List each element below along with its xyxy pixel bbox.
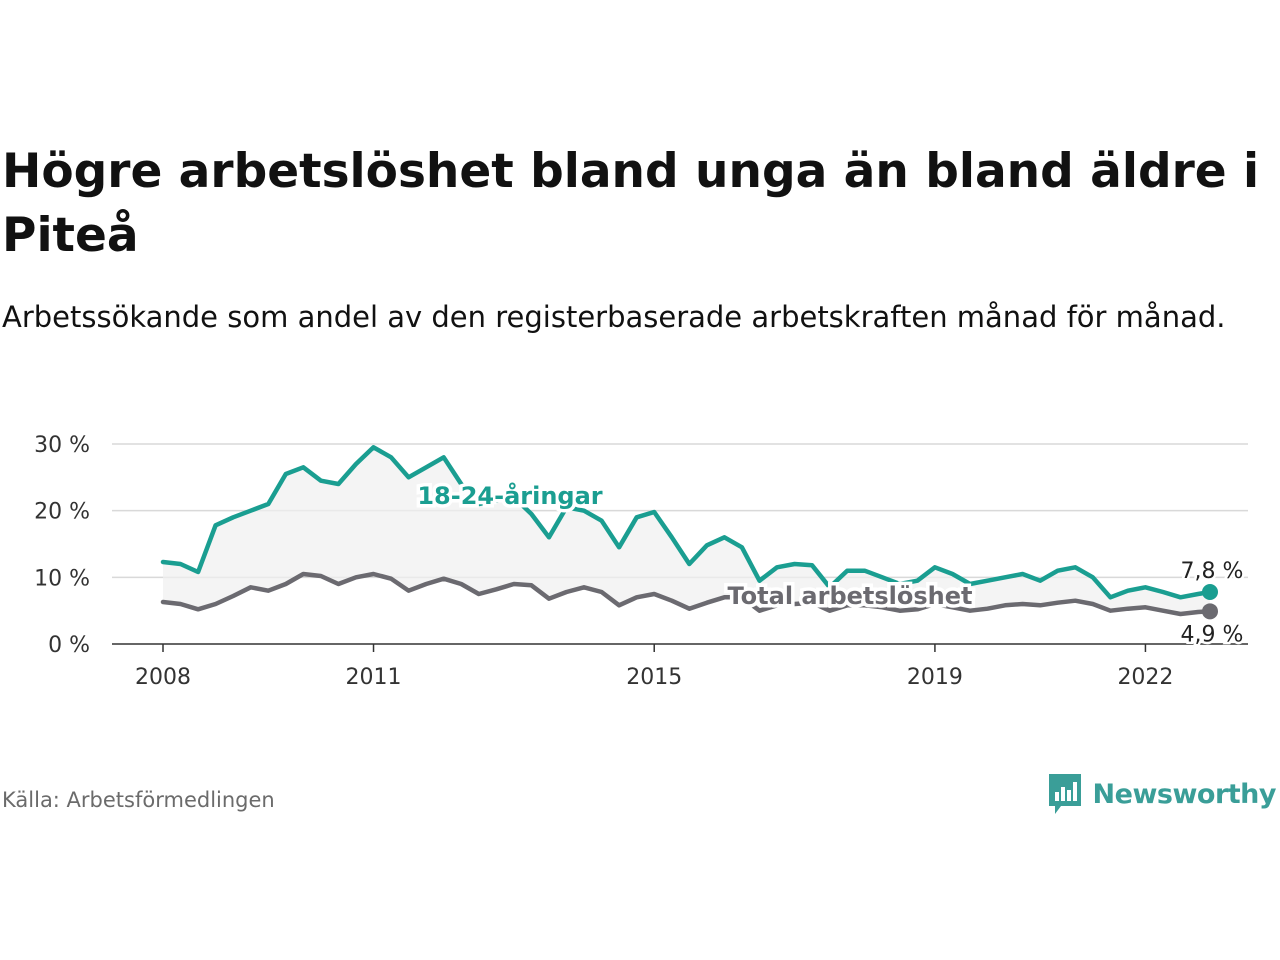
series-end-label: 4,9 % [1181,622,1244,647]
chart-labels: 0 % 10 % 20 % 30 % 2008 2011 2015 2019 2022 7,8 %… [34,433,1246,690]
y-tick-label: 20 % [34,500,90,525]
source-note: Källa: Arbetsförmedlingen [2,788,275,812]
chart-subtitle: Arbetssökande som andel av den registerb… [2,300,1226,334]
series-label-total: Total arbetslöshet [727,582,972,610]
x-tick-label: 2011 [346,665,402,690]
series-lines [160,445,1218,620]
y-tick-label: 10 % [34,566,90,591]
newsworthy-logo-icon [1048,774,1081,814]
x-tick-label: 2019 [907,665,963,690]
brand-name: Newsworthy [1092,778,1277,810]
y-tick-label: 30 % [34,433,90,458]
x-tick-label: 2015 [626,665,682,690]
series-label-young: 18-24-åringar [417,481,602,510]
series-end-label: 7,8 % [1181,559,1244,584]
line-chart: 0 % 10 % 20 % 30 % 2008 2011 2015 2019 2022 7,8 %… [34,433,1248,690]
series-gap-area [163,447,1210,614]
shaded-area-between-series [163,447,1210,614]
chart-title: Högre arbetslöshet bland unga än bland ä… [2,144,1260,263]
series-line [160,445,1213,600]
x-tick-label: 2022 [1117,665,1173,690]
series-line [160,571,1213,617]
x-tick-label: 2008 [135,665,191,690]
y-tick-label: 0 % [48,633,90,658]
series-end-point [1202,584,1218,600]
series-end-point [1202,603,1218,620]
brand-logo[interactable]: Newsworthy [1047,772,1277,816]
x-axis [112,643,1248,652]
